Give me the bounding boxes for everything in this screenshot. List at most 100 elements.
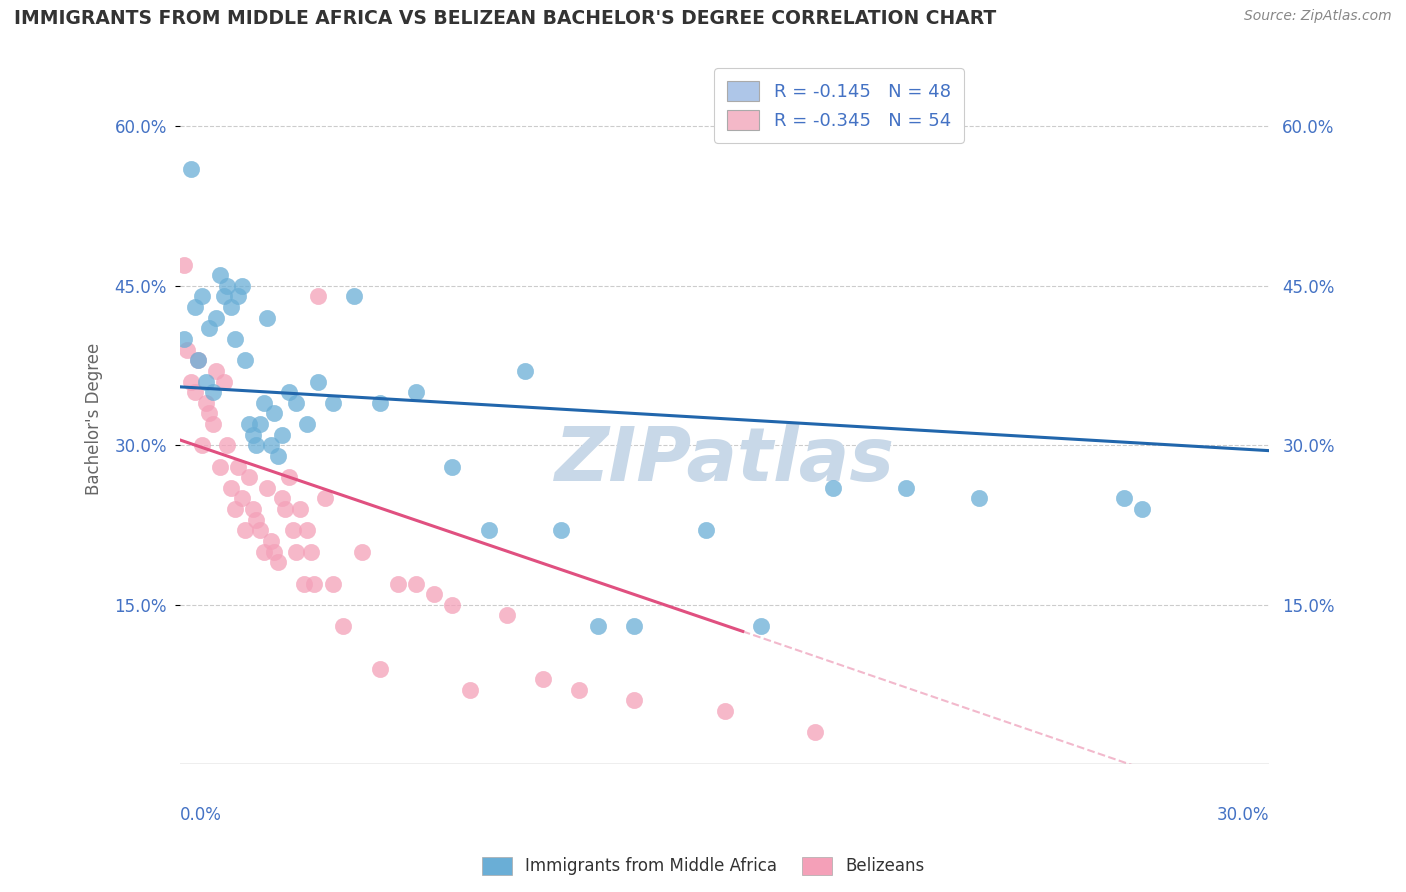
- Point: [270, 427, 292, 442]
- Point: [1112, 491, 1135, 506]
- Point: [967, 491, 990, 506]
- Point: [823, 481, 845, 495]
- Point: [281, 524, 304, 538]
- Point: [531, 672, 554, 686]
- Point: [217, 438, 239, 452]
- Point: [513, 364, 536, 378]
- Text: ZIPatlas: ZIPatlas: [554, 424, 894, 497]
- Point: [191, 438, 214, 452]
- Point: [749, 619, 772, 633]
- Point: [423, 587, 446, 601]
- Point: [245, 513, 267, 527]
- Point: [292, 576, 315, 591]
- Point: [299, 544, 322, 558]
- Point: [201, 385, 224, 400]
- Point: [256, 310, 278, 325]
- Point: [224, 332, 246, 346]
- Point: [343, 289, 366, 303]
- Point: [263, 406, 285, 420]
- Point: [894, 481, 917, 495]
- Point: [219, 481, 242, 495]
- Point: [288, 502, 311, 516]
- Point: [550, 524, 572, 538]
- Point: [231, 278, 253, 293]
- Y-axis label: Bachelor's Degree: Bachelor's Degree: [86, 343, 103, 495]
- Point: [304, 576, 326, 591]
- Point: [198, 321, 221, 335]
- Point: [804, 725, 827, 739]
- Point: [713, 704, 735, 718]
- Point: [205, 310, 228, 325]
- Point: [198, 406, 221, 420]
- Point: [180, 375, 202, 389]
- Point: [267, 449, 290, 463]
- Point: [226, 459, 249, 474]
- Point: [260, 534, 283, 549]
- Point: [212, 289, 235, 303]
- Point: [307, 289, 329, 303]
- Point: [586, 619, 609, 633]
- Point: [307, 375, 329, 389]
- Point: [256, 481, 278, 495]
- Point: [278, 385, 301, 400]
- Point: [231, 491, 253, 506]
- Point: [219, 300, 242, 314]
- Point: [176, 343, 198, 357]
- Point: [252, 396, 274, 410]
- Point: [249, 524, 271, 538]
- Point: [295, 417, 318, 431]
- Point: [695, 524, 717, 538]
- Point: [350, 544, 373, 558]
- Point: [478, 524, 501, 538]
- Point: [267, 555, 290, 569]
- Point: [322, 396, 344, 410]
- Point: [187, 353, 209, 368]
- Point: [441, 598, 464, 612]
- Point: [235, 524, 257, 538]
- Point: [285, 396, 308, 410]
- Point: [208, 268, 231, 283]
- Point: [226, 289, 249, 303]
- Point: [208, 459, 231, 474]
- Point: [238, 417, 260, 431]
- Point: [194, 396, 217, 410]
- Point: [205, 364, 228, 378]
- Point: [201, 417, 224, 431]
- Point: [212, 375, 235, 389]
- Point: [245, 438, 267, 452]
- Point: [194, 375, 217, 389]
- Point: [368, 662, 391, 676]
- Point: [368, 396, 391, 410]
- Point: [387, 576, 409, 591]
- Point: [252, 544, 274, 558]
- Point: [173, 258, 195, 272]
- Legend: R = -0.145   N = 48, R = -0.345   N = 54: R = -0.145 N = 48, R = -0.345 N = 54: [714, 69, 963, 143]
- Point: [249, 417, 271, 431]
- Point: [495, 608, 517, 623]
- Point: [322, 576, 344, 591]
- Point: [460, 682, 482, 697]
- Point: [235, 353, 257, 368]
- Legend: Immigrants from Middle Africa, Belizeans: Immigrants from Middle Africa, Belizeans: [474, 848, 932, 884]
- Point: [191, 289, 214, 303]
- Text: 0.0%: 0.0%: [180, 805, 222, 823]
- Point: [187, 353, 209, 368]
- Point: [183, 385, 205, 400]
- Point: [405, 385, 427, 400]
- Point: [238, 470, 260, 484]
- Point: [285, 544, 308, 558]
- Point: [278, 470, 301, 484]
- Point: [332, 619, 354, 633]
- Point: [295, 524, 318, 538]
- Point: [217, 278, 239, 293]
- Point: [623, 619, 645, 633]
- Text: Source: ZipAtlas.com: Source: ZipAtlas.com: [1244, 9, 1392, 23]
- Point: [183, 300, 205, 314]
- Point: [441, 459, 464, 474]
- Point: [224, 502, 246, 516]
- Point: [260, 438, 283, 452]
- Point: [405, 576, 427, 591]
- Point: [568, 682, 591, 697]
- Point: [173, 332, 195, 346]
- Point: [263, 544, 285, 558]
